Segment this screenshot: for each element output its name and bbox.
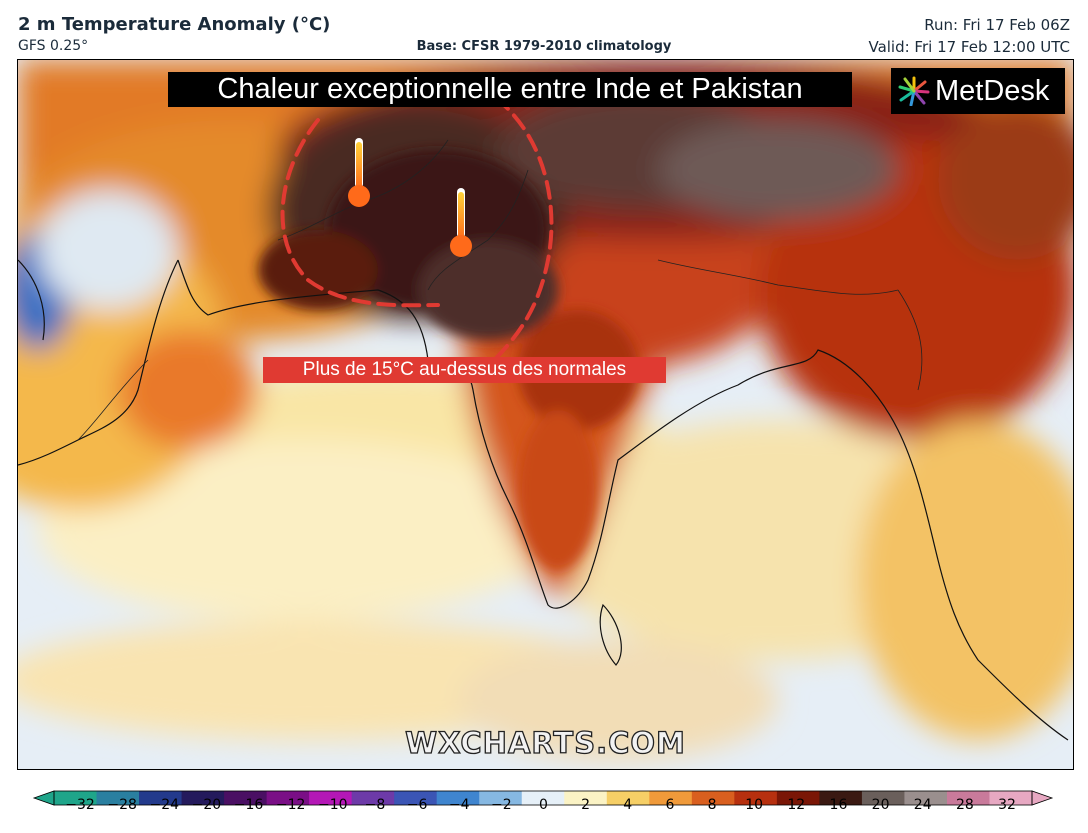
thermometer-icon [450, 188, 472, 257]
colorbar-tick-label: 4 [623, 797, 633, 813]
colorbar-tick-label: 2 [581, 797, 591, 813]
coastlines [18, 259, 1069, 741]
colorbar-segment [139, 791, 183, 805]
colorbar-max-arrow [1031, 790, 1054, 806]
colorbar-segment [351, 791, 395, 805]
colorbar-tick-label: 24 [913, 797, 932, 813]
colorbar-tick-label: 20 [871, 797, 890, 813]
colorbar-segment [96, 791, 140, 805]
colorbar-tick-label: 0 [539, 797, 548, 813]
colorbar-segment [946, 791, 990, 805]
model-label: GFS 0.25° [18, 38, 89, 54]
anomaly-map: Chaleur exceptionnelle entre Inde et Pak… [17, 59, 1074, 770]
colorbar-segment [309, 791, 353, 805]
colorbar-tick-label: −10 [318, 797, 348, 813]
colorbar-min-arrow [32, 790, 55, 806]
colorbar-outline [53, 790, 1033, 806]
colorbar-segment [989, 791, 1033, 805]
colorbar [32, 790, 1054, 806]
colorbar-segment [479, 791, 523, 805]
chart-title: 2 m Temperature Anomaly (°C) [18, 14, 331, 35]
colorbar-segment [436, 791, 480, 805]
colorbar-segment [734, 791, 778, 805]
colorbar-segment [904, 791, 948, 805]
colorbar-segment [266, 791, 310, 805]
colorbar-segment [224, 791, 268, 805]
colorbar-tick-label: −4 [448, 797, 470, 813]
colorbar-tick-label: 16 [829, 797, 848, 813]
metdesk-logo-icon [898, 76, 930, 106]
colorbar-tick-label: −2 [491, 797, 512, 813]
metdesk-logo: MetDesk [891, 68, 1065, 114]
metdesk-logo-text: MetDesk [935, 75, 1050, 107]
colorbar-segment [861, 791, 905, 805]
colorbar-tick-label: 28 [955, 797, 974, 813]
colorbar-tick-label: −20 [191, 797, 222, 813]
colorbar-tick-label: −32 [65, 797, 95, 813]
colorbar-tick-label: −12 [275, 797, 306, 813]
colorbar-tick-label: 8 [707, 797, 717, 813]
map-canvas [18, 60, 1073, 769]
colorbar-segment [819, 791, 863, 805]
colorbar-segment [649, 791, 693, 805]
colorbar-tick-label: −6 [406, 797, 428, 813]
colorbar-segment [691, 791, 735, 805]
valid-time-label: Valid: Fri 17 Feb 12:00 UTC [868, 38, 1070, 56]
anomaly-callout: Plus de 15°C au-dessus des normales [263, 357, 666, 383]
colorbar-segment [521, 791, 565, 805]
colorbar-tick-label: 10 [745, 797, 764, 813]
heat-zone-outline [280, 96, 554, 382]
colorbar-tick-label: −28 [107, 797, 137, 813]
colorbar-segment [606, 791, 650, 805]
colorbar-segment [394, 791, 438, 805]
colorbar-tick-label: −16 [233, 797, 264, 813]
colorbar-tick-label: −24 [149, 797, 180, 813]
colorbar-segment [54, 791, 98, 805]
colorbar-segment [564, 791, 608, 805]
colorbar-tick-label: 32 [998, 797, 1016, 813]
headline-banner: Chaleur exceptionnelle entre Inde et Pak… [168, 72, 852, 107]
run-time-label: Run: Fri 17 Feb 06Z [924, 16, 1070, 34]
colorbar-segment [776, 791, 820, 805]
thermometer-icon [348, 138, 370, 207]
colorbar-segment [181, 791, 225, 805]
wxcharts-watermark: WXCHARTS.COM [404, 725, 686, 760]
colorbar-tick-label: −8 [364, 797, 386, 813]
colorbar-tick-label: 6 [665, 797, 675, 813]
climatology-base-label: Base: CFSR 1979-2010 climatology [416, 39, 672, 54]
colorbar-tick-label: 12 [787, 797, 806, 813]
